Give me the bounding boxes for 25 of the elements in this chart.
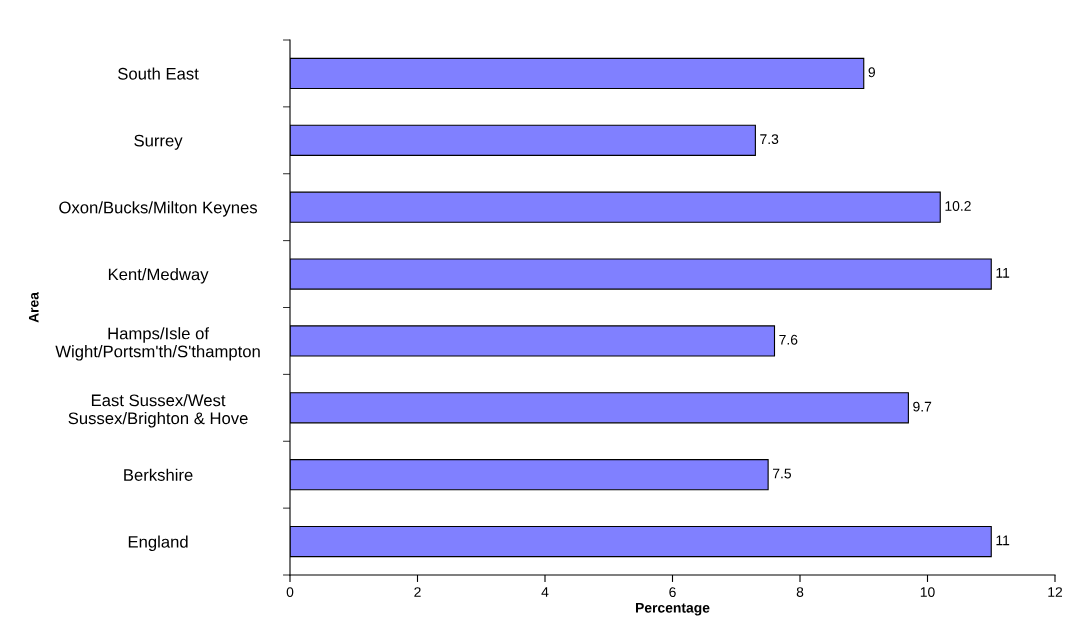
y-tick-label: Berkshire: [124, 468, 193, 481]
data-label: 7.5: [773, 468, 792, 479]
x-axis-title: Percentage: [635, 602, 710, 616]
y-tick-label: East Sussex/West Sussex/Brighton & Hove: [68, 394, 248, 428]
y-tick-label: Kent/Medway: [108, 268, 209, 284]
y-tick-label: Oxon/Bucks/Milton Keynes: [59, 201, 258, 217]
data-label: 7.6: [779, 334, 798, 345]
x-tick-label: 6: [669, 587, 676, 598]
x-tick-label: 4: [541, 587, 549, 597]
data-label: 11: [996, 268, 1010, 278]
y-tick-label: Surrey: [134, 134, 183, 150]
data-label: 9.7: [913, 401, 932, 412]
y-tick-label: South East: [118, 67, 199, 80]
data-label: 10.2: [945, 201, 971, 211]
x-tick-label: 8: [796, 587, 804, 598]
x-tick-label: 2: [414, 587, 421, 597]
x-tick-label: 0: [286, 587, 294, 598]
y-axis-title: Area: [28, 291, 39, 323]
data-label: 9: [868, 67, 875, 78]
x-tick-label: 10: [920, 587, 935, 598]
y-tick-label: England: [128, 535, 188, 552]
data-label: 7.3: [760, 134, 779, 145]
data-label: 11: [996, 535, 1010, 546]
y-tick-label: Hamps/Isle of Wight/Portsm'th/S'thampton: [55, 327, 260, 361]
x-tick-label: 12: [1048, 587, 1063, 597]
